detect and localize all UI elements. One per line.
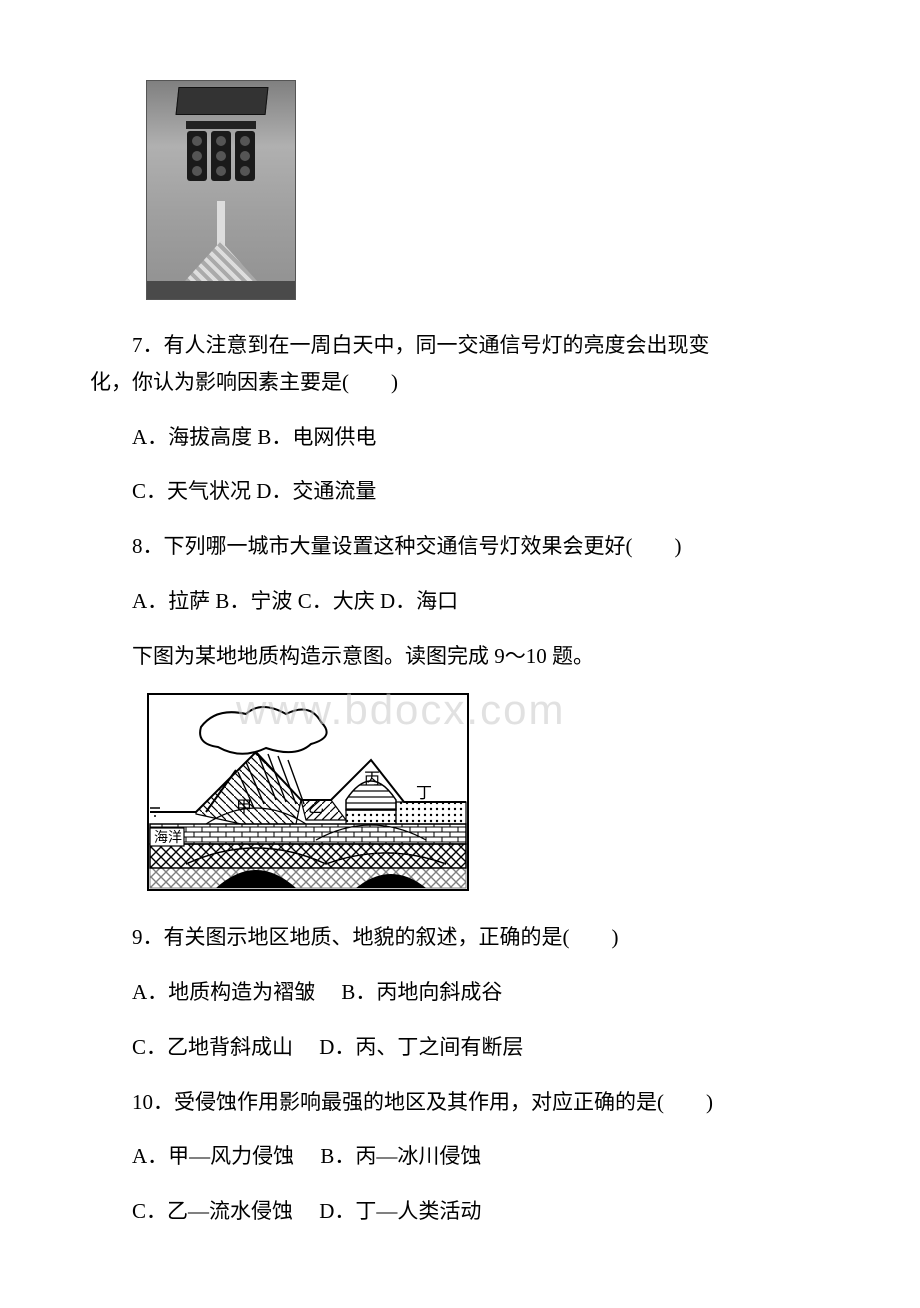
q9-opt-a: A．地质构造为褶皱: [132, 980, 315, 1004]
jia-label: 甲: [236, 799, 252, 816]
q10-opt-c: C．乙—流水侵蚀: [132, 1199, 293, 1223]
ding-label: 丁: [416, 785, 432, 802]
q8-opt-b: B．宁波: [215, 589, 292, 613]
q9-opt-b: B．丙地向斜成谷: [341, 980, 502, 1004]
road: [147, 281, 295, 299]
q7-opt-d: D．交通流量: [256, 479, 376, 503]
q10-stem: 10．受侵蚀作用影响最强的地区及其作用，对应正确的是( ): [90, 1084, 830, 1121]
q8-stem: 8．下列哪一城市大量设置这种交通信号灯效果会更好( ): [90, 528, 830, 565]
q7-options-row2: C．天气状况 D．交通流量: [90, 473, 830, 510]
q10-options-row2: C．乙—流水侵蚀 D．丁—人类活动: [90, 1193, 830, 1230]
solar-panel: [176, 87, 269, 115]
geology-svg: 海洋 甲 乙 丙 丁: [146, 692, 470, 892]
intro-9-10: 下图为某地地质构造示意图。读图完成 9～10 题。: [90, 638, 830, 675]
light-arm: [186, 121, 256, 129]
q7-options-row1: A．海拔高度 B．电网供电: [90, 419, 830, 456]
q8-opt-d: D．海口: [380, 589, 458, 613]
q8-opt-c: C．大庆: [298, 589, 375, 613]
q7-stem-line2: 化，你认为影响因素主要是( ): [90, 364, 830, 401]
q7-opt-c: C．天气状况: [132, 479, 251, 503]
geology-figure: www.bdocx.com: [146, 692, 470, 892]
light-box-center: [211, 131, 231, 181]
layer-brick: [150, 824, 466, 844]
q9-options-row1: A．地质构造为褶皱 B．丙地向斜成谷: [90, 974, 830, 1011]
q7-opt-a: A．海拔高度: [132, 425, 252, 449]
light-box-right: [235, 131, 255, 181]
q9-stem: 9．有关图示地区地质、地貌的叙述，正确的是( ): [90, 919, 830, 956]
q9-opt-c: C．乙地背斜成山: [132, 1035, 293, 1059]
q10-opt-a: A．甲—风力侵蚀: [132, 1144, 294, 1168]
traffic-light-figure: [146, 80, 296, 300]
q7-stem-line1: 7．有人注意到在一周白天中，同一交通信号灯的亮度会出现变: [90, 327, 830, 364]
q9-options-row2: C．乙地背斜成山 D．丙、丁之间有断层: [90, 1029, 830, 1066]
q10-opt-b: B．丙—冰川侵蚀: [320, 1144, 481, 1168]
bing-label: 丙: [364, 771, 380, 788]
q8-opt-a: A．拉萨: [132, 589, 210, 613]
light-head: [186, 121, 256, 201]
cloud: [200, 707, 327, 754]
q10-options-row1: A．甲—风力侵蚀 B．丙—冰川侵蚀: [90, 1138, 830, 1175]
layer-bottom: [150, 868, 466, 888]
q10-opt-d: D．丁—人类活动: [319, 1199, 481, 1223]
q9-opt-d: D．丙、丁之间有断层: [319, 1035, 523, 1059]
layer-dots-under-bing: [346, 810, 396, 824]
layer-dots-right: [396, 802, 466, 824]
light-box-left: [187, 131, 207, 181]
q7-opt-b: B．电网供电: [257, 425, 376, 449]
ocean-label: 海洋: [154, 830, 182, 846]
q8-options: A．拉萨 B．宁波 C．大庆 D．海口: [90, 583, 830, 620]
yi-label: 乙: [308, 799, 324, 816]
